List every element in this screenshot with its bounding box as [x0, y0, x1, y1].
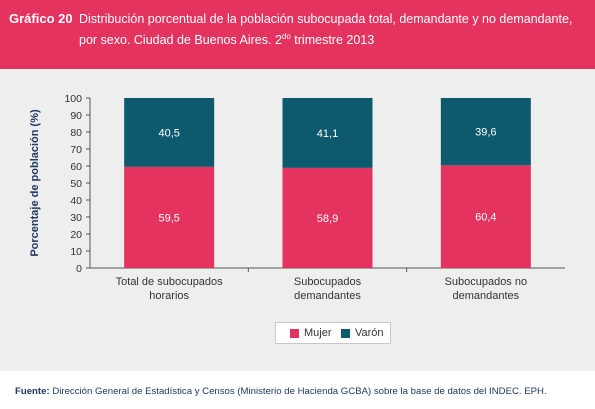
legend: Mujer Varón — [275, 322, 391, 344]
title-line-1: Distribución porcentual de la población … — [79, 12, 573, 26]
title-line-2a: por sexo. Ciudad de Buenos Aires. 2 — [79, 33, 282, 48]
y-tick-label: 20 — [70, 229, 82, 241]
y-tick-label: 100 — [64, 93, 82, 105]
x-category-label: Subocupados — [294, 276, 362, 288]
bar-mujer — [282, 167, 373, 268]
bar-varon — [282, 98, 373, 168]
y-tick-label: 60 — [70, 161, 82, 173]
bars — [124, 98, 531, 268]
labels: 59,5 40,5 58,9 41,1 60,4 39,6 — [158, 127, 496, 225]
x-category-label: Subocupados no — [445, 276, 528, 288]
data-label-varon: 41,1 — [317, 128, 338, 140]
legend-item-mujer: Mujer — [290, 327, 332, 339]
legend-swatch-varon — [341, 328, 350, 338]
axes: 0 10 20 30 40 50 60 70 80 90 100 Porcentaje de pobl… — [29, 93, 565, 302]
bar-varon — [124, 98, 215, 167]
x-category-label: horarios — [149, 290, 189, 302]
chart-header: Gráfico 20 Distribución porcentual de la… — [0, 0, 595, 69]
chart-title: Distribución porcentual de la población … — [79, 11, 589, 49]
source-text: Dirección General de Estadística y Censo… — [49, 386, 547, 397]
legend-label-mujer: Mujer — [304, 327, 332, 339]
data-label-varon: 39,6 — [475, 127, 496, 139]
y-tick-label: 70 — [70, 144, 82, 156]
data-label-mujer: 58,9 — [317, 213, 338, 225]
x-category-label: demandantes — [294, 290, 361, 302]
y-axis-title: Porcentaje de población (%) — [29, 109, 41, 257]
title-line-2b: trimestre 2013 — [290, 33, 375, 48]
source-note: Fuente: Dirección General de Estadística… — [15, 386, 547, 397]
y-tick-label: 50 — [70, 178, 82, 190]
title-superscript: do — [281, 32, 291, 41]
y-tick-label: 30 — [70, 212, 82, 224]
bar-mujer — [440, 165, 531, 268]
source-label: Fuente: — [15, 386, 50, 397]
bar-varon — [440, 98, 531, 166]
y-tick-label: 80 — [70, 127, 82, 139]
data-label-varon: 40,5 — [158, 127, 179, 139]
legend-swatch-mujer — [290, 328, 299, 338]
chart-number: Gráfico 20 — [9, 11, 73, 26]
footer: Fuente: Dirección General de Estadística… — [0, 371, 595, 409]
x-category-label: Total de subocupados — [116, 276, 224, 288]
y-tick-label: 90 — [70, 110, 82, 122]
bar-mujer — [124, 166, 215, 268]
x-category-label: demandantes — [452, 290, 519, 302]
data-label-mujer: 60,4 — [475, 212, 496, 224]
legend-label-varon: Varón — [355, 327, 384, 339]
y-tick-label: 10 — [70, 246, 82, 258]
legend-item-varon: Varón — [341, 327, 384, 339]
y-tick-label: 0 — [76, 263, 82, 275]
y-tick-label: 40 — [70, 195, 82, 207]
data-label-mujer: 59,5 — [158, 212, 179, 224]
